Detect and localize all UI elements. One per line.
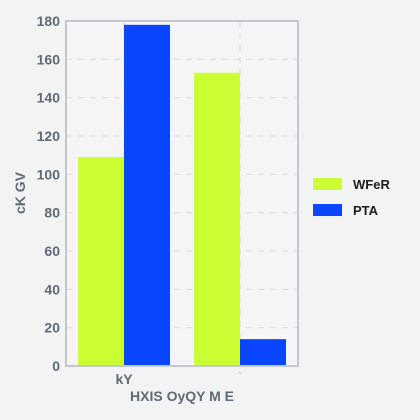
y-tick-label: 160 [37, 51, 61, 67]
y-tick-label: 0 [52, 358, 60, 374]
y-tick-label: 120 [37, 128, 61, 144]
legend-label-wfer: WFeR [353, 177, 390, 192]
bar-wfer-1 [194, 72, 240, 366]
x-tick-label: ⸌ [238, 371, 241, 378]
y-tick-label: 60 [44, 243, 60, 259]
y-tick-label: 40 [44, 281, 60, 297]
legend-label-pta: PTA [353, 203, 379, 218]
x-axis-ticks: kY ⸌ [115, 371, 241, 387]
plot-frame [65, 20, 299, 367]
legend: WFeR PTA [313, 177, 390, 218]
bar-pta-1 [240, 339, 286, 366]
y-tick-label: 140 [37, 90, 61, 106]
y-axis-title: cK GV [12, 171, 28, 214]
bar-wfer-0 [78, 157, 124, 366]
y-tick-label: 80 [44, 205, 60, 221]
x-axis-title: HXIS OyQY M E [130, 388, 234, 404]
y-tick-label: 20 [44, 320, 60, 336]
legend-swatch-wfer [313, 178, 342, 190]
bars [78, 24, 286, 366]
y-tick-label: 180 [37, 13, 61, 29]
y-tick-label: 100 [37, 166, 61, 182]
y-axis-ticks: 0 20 40 60 80 100 120 140 160 180 [37, 13, 61, 374]
legend-swatch-pta [313, 204, 342, 216]
x-tick-label: kY [115, 371, 133, 387]
bar-pta-0 [124, 24, 170, 366]
